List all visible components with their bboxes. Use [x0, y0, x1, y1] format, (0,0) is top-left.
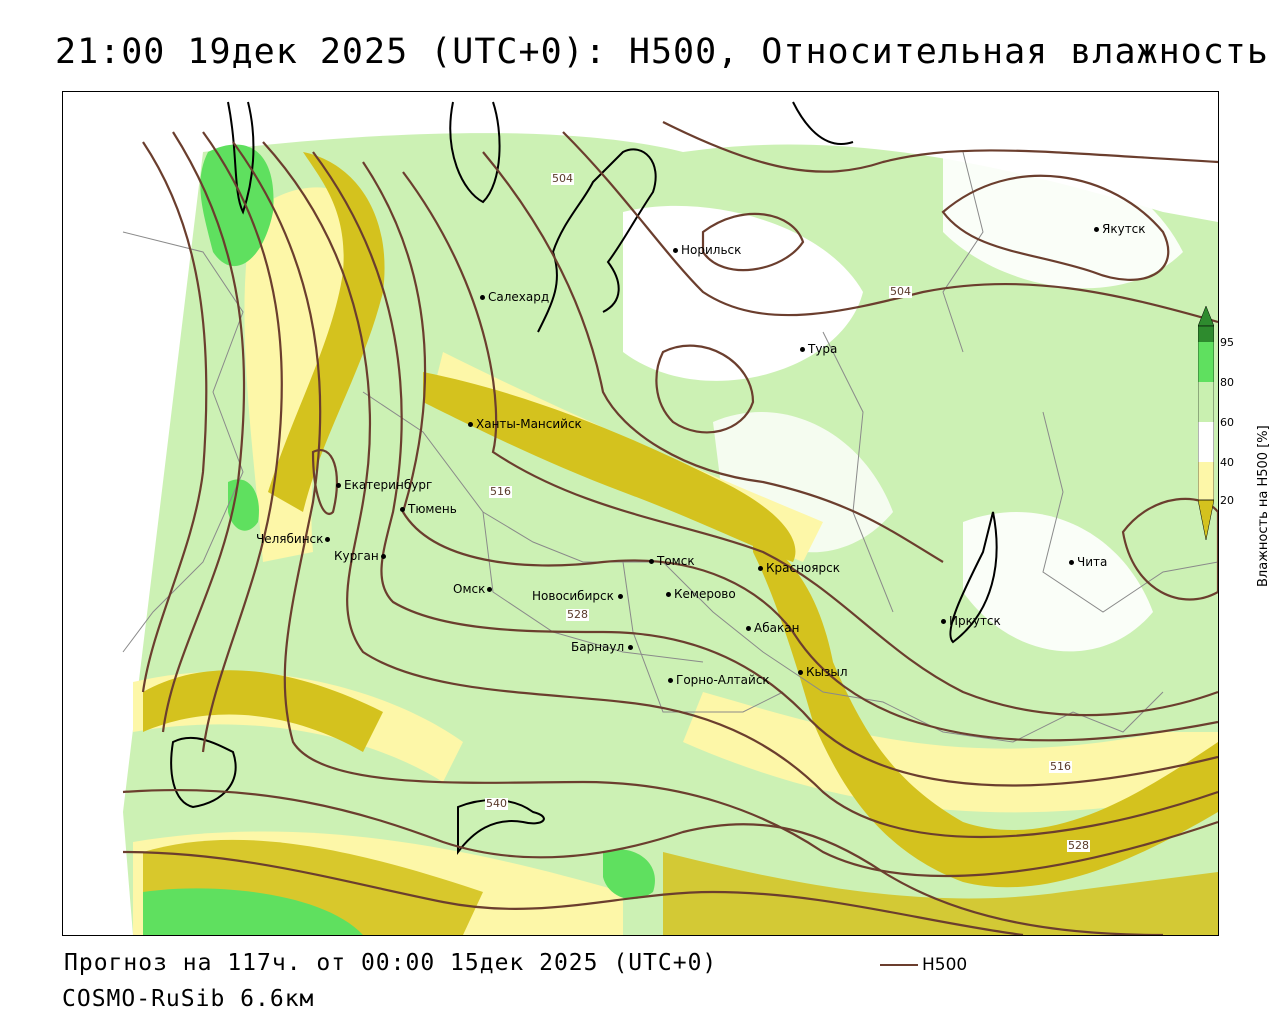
legend-tick-80: 80 [1220, 376, 1234, 389]
city-chita: Чита [1069, 556, 1107, 568]
city-tura: Тура [800, 343, 837, 355]
legend-title: Влажность на H500 [%] [1256, 425, 1271, 587]
model-name: COSMO-RuSib 6.6км [62, 986, 315, 1012]
legend-tick-20: 20 [1220, 494, 1234, 507]
city-yakutsk: Якутск [1094, 223, 1146, 235]
h500-contours [122, 121, 1218, 935]
h500-line-swatch [880, 964, 918, 966]
contour-label-504-east: 504 [889, 285, 912, 298]
city-irkutsk: Иркутск [941, 615, 1001, 627]
legend-colorbar [1198, 306, 1214, 540]
city-salekhard: Салехард [480, 291, 549, 303]
map-area: 504 504 516 528 540 516 528 Якутск Норил… [62, 91, 1219, 936]
contour-label-528-east: 528 [1067, 839, 1090, 852]
city-tyumen: Тюмень [400, 503, 457, 515]
contour-label-516-west: 516 [489, 485, 512, 498]
city-gorno-altaysk: Горно-Алтайск [668, 674, 770, 686]
city-kemerovo: Кемерово [666, 588, 736, 600]
city-yekaterinburg: Екатеринбург [336, 479, 432, 491]
city-khanty-mansiysk: Ханты-Мансийск [468, 418, 582, 430]
contour-label-540: 540 [485, 797, 508, 810]
legend-tick-60: 60 [1220, 416, 1234, 429]
city-norilsk: Норильск [673, 244, 741, 256]
h500-series-legend: H500 [880, 955, 967, 975]
humidity-legend: 95 80 60 40 20 [1198, 306, 1234, 540]
city-krasnoyarsk: Красноярск [758, 562, 840, 574]
contour-label-516-east: 516 [1049, 760, 1072, 773]
legend-tick-95: 95 [1220, 336, 1234, 349]
city-abakan: Абакан [746, 622, 799, 634]
city-kyzyl: Кызыл [798, 666, 848, 678]
city-chelyabinsk: Челябинск [256, 533, 333, 545]
city-omsk: Омск [453, 583, 495, 595]
city-tomsk: Томск [649, 555, 695, 567]
map-title: 21:00 19дек 2025 (UTC+0): H500, Относите… [55, 32, 1269, 72]
city-kurgan: Курган [334, 550, 389, 562]
humidity-fields [123, 122, 1218, 935]
h500-series-label: H500 [922, 955, 968, 975]
forecast-info: Прогноз на 117ч. от 00:00 15дек 2025 (UT… [64, 950, 718, 976]
contour-label-504-north: 504 [551, 172, 574, 185]
contour-label-528-west: 528 [566, 608, 589, 621]
city-barnaul: Барнаул [571, 641, 636, 653]
city-novosibirsk: Новосибирск [532, 590, 626, 602]
region-boundaries [122, 151, 1218, 743]
legend-tick-40: 40 [1220, 456, 1234, 469]
map-canvas [122, 101, 1218, 935]
